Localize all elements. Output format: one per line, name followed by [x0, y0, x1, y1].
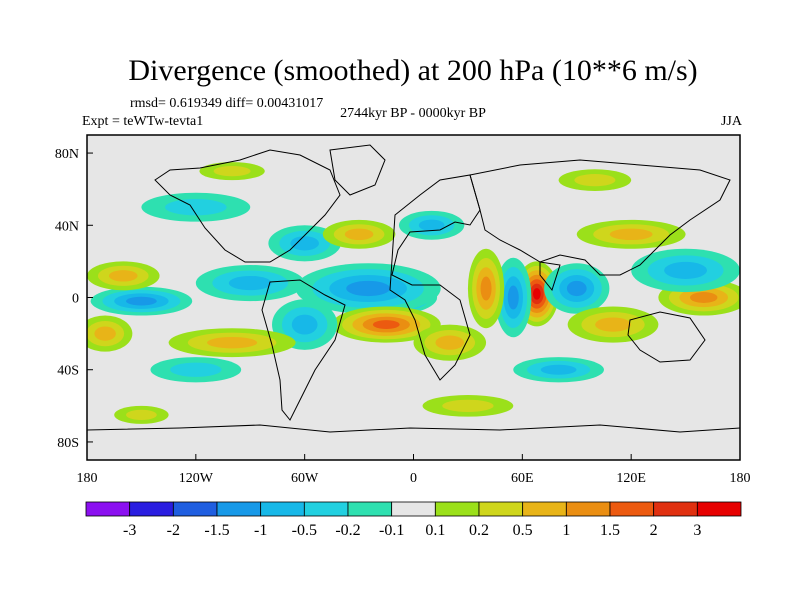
colorbar-label: -0.5: [292, 522, 317, 539]
anomaly-16-level-2: [540, 364, 577, 375]
stats-text: rmsd= 0.619349 diff= 0.00431017: [130, 96, 323, 111]
colorbar-swatch: [696, 501, 742, 517]
colorbar-swatch: [347, 501, 393, 517]
anomaly-3-level-3: [507, 285, 519, 310]
colorbar-swatch: [260, 501, 305, 517]
anomaly-19-level-2: [290, 236, 319, 251]
anomaly-7-level-3: [126, 296, 157, 306]
colorbar-swatch: [653, 501, 698, 517]
coastlines: [87, 144, 740, 433]
anomaly-22-level-2: [609, 228, 653, 240]
colorbar-label: 2: [650, 522, 658, 539]
x-tick-label: 60W: [291, 471, 319, 486]
period-label: 2744kyr BP - 0000kyr BP: [340, 106, 486, 121]
y-tick-label: 80N: [55, 147, 79, 162]
anomaly-1-level-3: [346, 280, 391, 297]
anomaly-15-level-2: [595, 317, 631, 332]
colorbar-label: 1.5: [600, 522, 620, 539]
anomaly-25-level-1: [213, 166, 251, 177]
colorbar-swatch: [391, 501, 436, 517]
colorbar-swatch: [478, 501, 524, 517]
colorbar: -3 -2 -1.5 -1 -0.5 -0.2 -0.1 0.1 0.2 0.5 1 1.5 2 3: [85, 501, 742, 539]
divergence-field: [87, 162, 740, 424]
anomaly-20-level-2: [344, 228, 374, 240]
colorbar-swatch: [85, 501, 131, 517]
x-axis: 180 120W 60W 0 60E 120E 180: [77, 454, 751, 486]
colorbar-swatch: [434, 501, 480, 517]
colorbar-swatch: [129, 501, 174, 517]
map-panel: [86, 134, 741, 461]
anomaly-23-level-1: [165, 199, 227, 216]
x-tick-label: 0: [410, 471, 417, 486]
chart-title: Divergence (smoothed) at 200 hPa (10**6 …: [128, 54, 697, 87]
colorbar-label: 1: [562, 522, 570, 539]
colorbar-swatch: [172, 501, 218, 517]
colorbar-label: -0.1: [379, 522, 404, 539]
anomaly-8-level-2: [108, 270, 138, 282]
colorbar-swatch: [522, 501, 567, 517]
colorbar-label: -0.2: [335, 522, 360, 539]
anomaly-26-level-1: [442, 399, 494, 412]
x-tick-label: 120W: [179, 471, 214, 486]
colorbar-label: 3: [693, 522, 701, 539]
anomaly-2-level-6: [532, 288, 541, 300]
anomaly-4-level-3: [566, 280, 587, 297]
x-tick-label: 120E: [616, 471, 646, 486]
colorbar-swatch: [216, 501, 262, 517]
anomaly-17-level-1: [170, 362, 222, 377]
y-tick-label: 80S: [57, 436, 79, 451]
anomaly-5-level-3: [480, 276, 492, 301]
colorbar-swatch: [609, 501, 655, 517]
anomaly-21-level-2: [418, 219, 445, 231]
colorbar-label: 0.1: [425, 522, 445, 539]
anomaly-14-level-2: [435, 335, 465, 350]
anomaly-18-level-2: [94, 326, 116, 341]
anomaly-24-level-1: [574, 174, 616, 187]
anomaly-13-level-2: [207, 336, 258, 349]
colorbar-swatch: [303, 501, 349, 517]
y-tick-label: 40S: [57, 364, 79, 379]
colorbar-label: -1: [254, 522, 267, 539]
anomaly-6-level-4: [372, 320, 400, 330]
season-label: JJA: [721, 114, 743, 129]
anomaly-11-level-2: [228, 275, 272, 291]
colorbar-swatch: [565, 501, 611, 517]
y-axis: 80N 40N 0 40S 80S: [55, 147, 93, 451]
x-tick-label: 60E: [511, 471, 534, 486]
y-tick-label: 0: [72, 292, 79, 307]
experiment-label: Expt = teWTw-tevta1: [82, 114, 203, 129]
colorbar-label: 0.5: [513, 522, 533, 539]
anomaly-12-level-2: [291, 314, 318, 335]
x-tick-label: 180: [730, 471, 751, 486]
anomaly-9-level-3: [690, 292, 718, 303]
x-tick-label: 180: [77, 471, 98, 486]
y-tick-label: 40N: [55, 219, 79, 234]
anomaly-10-level-2: [664, 261, 708, 279]
colorbar-label: -1.5: [204, 522, 229, 539]
colorbar-label: -2: [167, 522, 180, 539]
anomaly-27-level-1: [126, 409, 157, 420]
colorbar-label: 0.2: [469, 522, 489, 539]
colorbar-label: -3: [123, 522, 136, 539]
